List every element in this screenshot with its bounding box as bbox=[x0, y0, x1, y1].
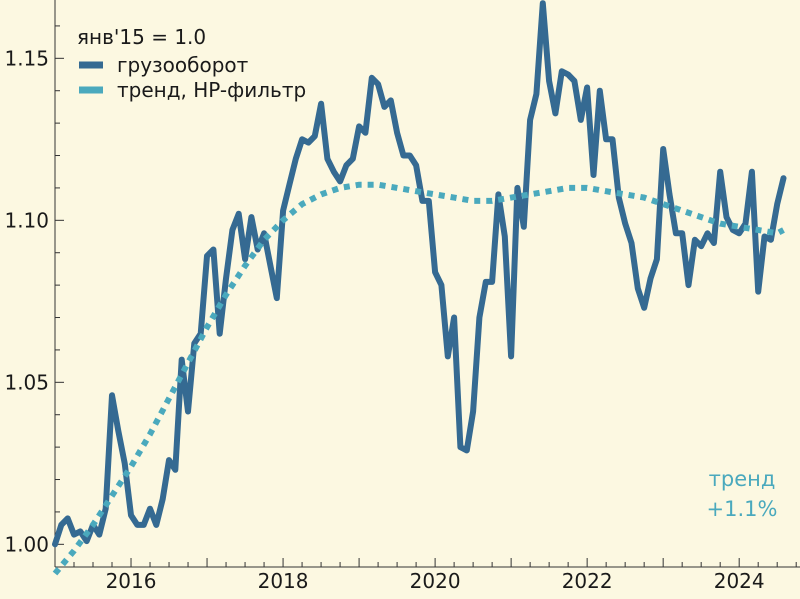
y-tick-label: 1.05 bbox=[4, 370, 49, 394]
legend-label-trend: тренд, HP-фильтр bbox=[117, 78, 306, 102]
annotation-line2: +1.1% bbox=[707, 497, 778, 521]
y-tick-label: 1.00 bbox=[4, 532, 49, 556]
x-tick-label: 2024 bbox=[714, 569, 765, 593]
series-layer bbox=[52, 0, 787, 576]
x-tick-label: 2022 bbox=[562, 569, 613, 593]
annotation-line1: тренд bbox=[709, 467, 776, 491]
series-line-main bbox=[52, 0, 787, 548]
x-tick-label: 2018 bbox=[258, 569, 309, 593]
axes: 2016 2018 2020 2022 2024 1.00 1.05 1.10 1.15 bbox=[4, 0, 800, 593]
legend-label-main: грузооборот bbox=[117, 53, 249, 77]
legend: янв'15 = 1.0 грузооборот тренд, HP-фильт… bbox=[77, 25, 306, 102]
legend-title: янв'15 = 1.0 bbox=[77, 25, 206, 49]
series-line-trend bbox=[52, 181, 785, 576]
x-tick-label: 2020 bbox=[410, 569, 461, 593]
x-tick-label: 2016 bbox=[106, 569, 157, 593]
y-tick-label: 1.10 bbox=[4, 208, 49, 232]
y-tick-label: 1.15 bbox=[4, 46, 49, 70]
trend-annotation: тренд +1.1% bbox=[707, 467, 778, 521]
